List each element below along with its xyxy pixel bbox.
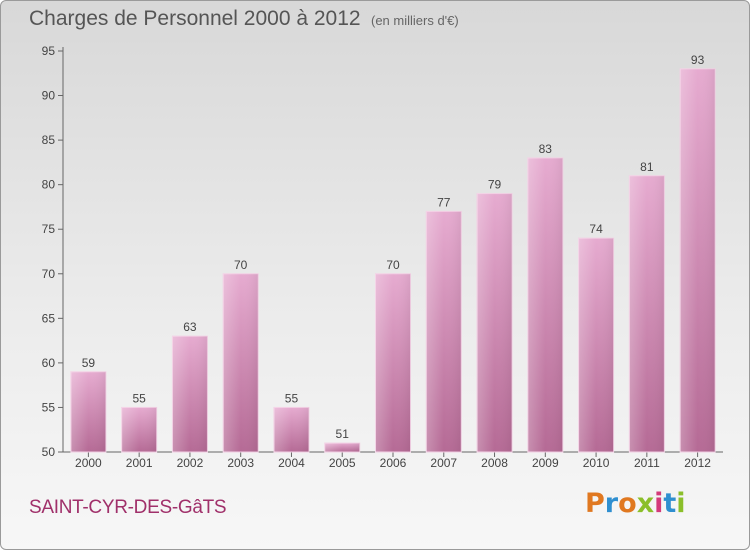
logo-letter: t bbox=[663, 488, 677, 519]
x-tick-label-2012: 2012 bbox=[684, 456, 711, 470]
y-tick-label: 80 bbox=[42, 178, 56, 192]
bar-shine-2012 bbox=[680, 68, 716, 453]
logo-letter: i bbox=[676, 488, 686, 519]
x-tick-label-2005: 2005 bbox=[329, 456, 356, 470]
data-label-2011: 81 bbox=[640, 160, 654, 174]
data-label-2007: 77 bbox=[437, 195, 451, 209]
bar-shine-2006 bbox=[375, 273, 411, 452]
data-label-2003: 70 bbox=[234, 258, 248, 272]
x-tick-label-2009: 2009 bbox=[532, 456, 559, 470]
logo-letter: x bbox=[636, 488, 655, 519]
y-tick-label: 65 bbox=[42, 311, 56, 325]
bar-shine-2009 bbox=[527, 157, 563, 452]
bar-shine-2008 bbox=[477, 193, 513, 453]
x-tick-label-2006: 2006 bbox=[380, 456, 407, 470]
x-tick-label-2000: 2000 bbox=[75, 456, 102, 470]
bar-shine-2003 bbox=[223, 273, 259, 452]
data-label-2010: 74 bbox=[589, 222, 603, 236]
data-label-2001: 55 bbox=[132, 391, 146, 405]
logo-letter: P bbox=[585, 488, 605, 519]
proxiti-logo: Proxiti bbox=[585, 488, 686, 519]
x-tick-label-2007: 2007 bbox=[430, 456, 457, 470]
data-label-2005: 51 bbox=[336, 427, 350, 441]
bar-shine-2011 bbox=[629, 175, 665, 452]
x-tick-label-2010: 2010 bbox=[583, 456, 610, 470]
bar-shine-2002 bbox=[172, 336, 208, 452]
y-tick-label: 85 bbox=[42, 133, 56, 147]
y-tick-label: 70 bbox=[42, 267, 56, 281]
bar-shine-2005 bbox=[324, 443, 360, 452]
data-label-2008: 79 bbox=[488, 178, 502, 192]
chart-title: Charges de Personnel 2000 à 2012 bbox=[29, 7, 361, 30]
y-tick-label: 50 bbox=[42, 445, 56, 459]
x-tick-label-2004: 2004 bbox=[278, 456, 305, 470]
y-tick-label: 75 bbox=[42, 222, 56, 236]
x-tick-label-2002: 2002 bbox=[177, 456, 204, 470]
bar-shine-2010 bbox=[578, 238, 614, 452]
data-label-2004: 55 bbox=[285, 391, 299, 405]
x-tick-label-2008: 2008 bbox=[481, 456, 508, 470]
data-label-2002: 63 bbox=[183, 320, 197, 334]
bar-shine-2004 bbox=[273, 407, 309, 452]
x-tick-label-2001: 2001 bbox=[126, 456, 153, 470]
data-label-2000: 59 bbox=[82, 356, 96, 370]
y-tick-label: 60 bbox=[42, 356, 56, 370]
chart-data-labels: 59 55 63 70 55 51 70 77 79 83 74 81 93 bbox=[82, 53, 705, 441]
y-tick-label: 55 bbox=[42, 400, 56, 414]
y-tick-label: 95 bbox=[42, 44, 56, 58]
chart-bars bbox=[70, 68, 716, 453]
bar-shine-2000 bbox=[70, 371, 106, 452]
chart-unit-label: (en milliers d'€) bbox=[371, 13, 459, 28]
logo-letter: r bbox=[604, 488, 619, 519]
x-tick-label-2003: 2003 bbox=[227, 456, 254, 470]
logo-letter: i bbox=[654, 488, 664, 519]
logo-letter: o bbox=[618, 488, 637, 519]
commune-name: SAINT-CYR-DES-GâTS bbox=[29, 497, 227, 518]
x-tick-label-2011: 2011 bbox=[634, 456, 660, 470]
y-tick-label: 90 bbox=[42, 89, 56, 103]
bar-shine-2007 bbox=[426, 211, 462, 452]
data-label-2009: 83 bbox=[539, 142, 553, 156]
bar-shine-2001 bbox=[121, 407, 157, 452]
data-label-2012: 93 bbox=[691, 53, 705, 67]
data-label-2006: 70 bbox=[386, 258, 400, 272]
